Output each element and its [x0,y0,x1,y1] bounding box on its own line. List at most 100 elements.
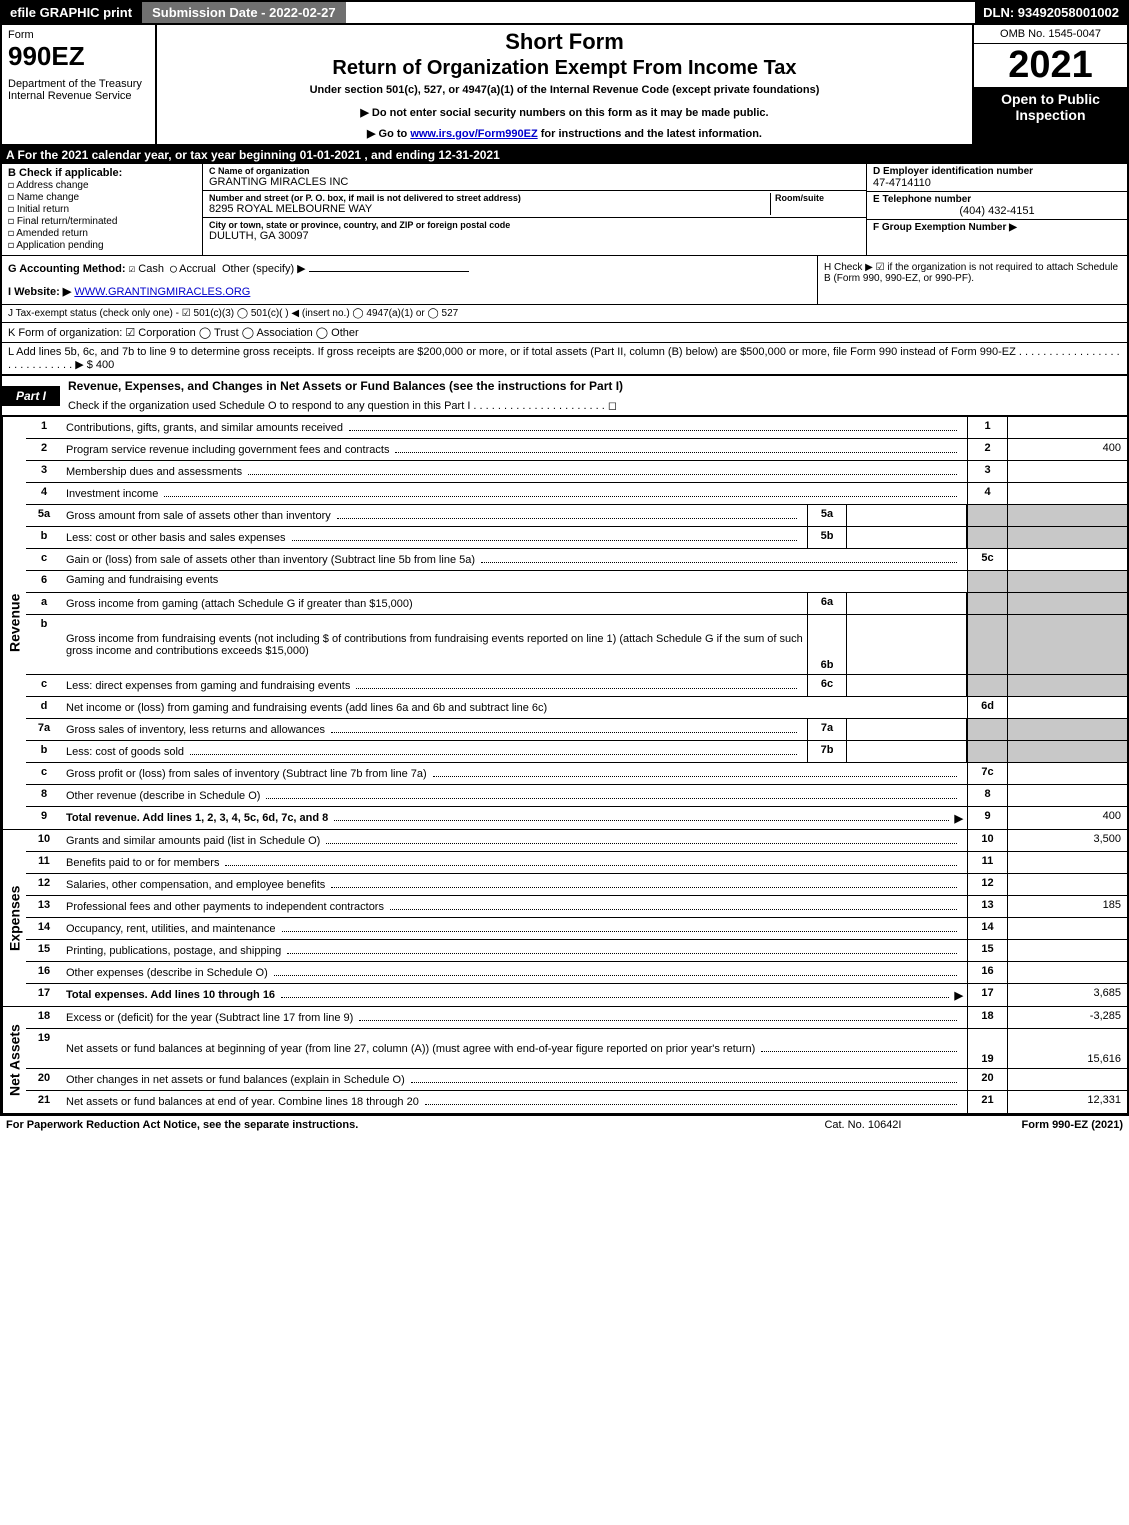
chk-amended-return[interactable]: ◻ Amended return [8,228,196,239]
line-6c: c Less: direct expenses from gaming and … [26,675,1127,697]
netassets-side-label: Net Assets [2,1007,26,1113]
box-b-head: B Check if applicable: [8,167,196,179]
line-6b: b Gross income from fundraising events (… [26,615,1127,675]
line-5a: 5a Gross amount from sale of assets othe… [26,505,1127,527]
form-title: Return of Organization Exempt From Incom… [165,57,964,80]
line-6d: d Net income or (loss) from gaming and f… [26,697,1127,719]
line-9: 9 Total revenue. Total revenue. Add line… [26,807,1127,829]
form-number: 990EZ [8,41,149,72]
line-19: 19 Net assets or fund balances at beginn… [26,1029,1127,1069]
line-k: K Form of organization: ☑ Corporation ◯ … [0,323,1129,343]
under-section: Under section 501(c), 527, or 4947(a)(1)… [165,84,964,96]
open-to-public: Open to Public Inspection [974,87,1127,144]
header-right: OMB No. 1545-0047 2021 Open to Public In… [972,25,1127,144]
line-l: L Add lines 5b, 6c, and 7b to line 9 to … [0,343,1129,375]
line-11: 11 Benefits paid to or for members 11 [26,852,1127,874]
irs-link[interactable]: www.irs.gov/Form990EZ [410,128,537,140]
ein-value: 47-4714110 [873,177,1121,189]
line-4: 4 Investment income 4 [26,483,1127,505]
line-8: 8 Other revenue (describe in Schedule O)… [26,785,1127,807]
submission-date: Submission Date - 2022-02-27 [140,2,346,23]
box-c: C Name of organization GRANTING MIRACLES… [202,164,867,255]
revenue-table: Revenue 1 Contributions, gifts, grants, … [0,417,1129,830]
footer-mid: Cat. No. 10642I [824,1119,901,1131]
group-exempt-label: F Group Exemption Number ▶ [873,222,1121,233]
line-16: 16 Other expenses (describe in Schedule … [26,962,1127,984]
expenses-table: Expenses 10 Grants and similar amounts p… [0,830,1129,1007]
footer-right: Form 990-EZ (2021) [1022,1119,1124,1131]
top-bar: efile GRAPHIC print Submission Date - 20… [0,0,1129,25]
box-b: B Check if applicable: ◻ Address change … [2,164,202,255]
line-5c: c Gain or (loss) from sale of assets oth… [26,549,1127,571]
arrow-icon: ▶ [955,812,963,825]
efile-label: efile GRAPHIC print [2,2,140,23]
city-value: DULUTH, GA 30097 [209,230,860,242]
website-link[interactable]: WWW.GRANTINGMIRACLES.ORG [74,286,250,298]
topbar-spacer [346,2,976,23]
part-i-check: Check if the organization used Schedule … [60,396,1127,415]
g-other: Other (specify) ▶ [222,263,306,275]
form-header: Form 990EZ Department of the Treasury In… [0,25,1129,146]
arrow-icon: ▶ [955,989,963,1002]
header-left: Form 990EZ Department of the Treasury In… [2,25,157,144]
line-a: A For the 2021 calendar year, or tax yea… [0,146,1129,164]
g-accrual-check[interactable]: ◯ [170,262,177,275]
ssn-note: ▶ Do not enter social security numbers o… [165,106,964,119]
line-21: 21 Net assets or fund balances at end of… [26,1091,1127,1113]
phone-value: (404) 432-4151 [873,205,1121,217]
chk-final-return[interactable]: ◻ Final return/terminated [8,216,196,227]
netassets-table: Net Assets 18 Excess or (deficit) for th… [0,1007,1129,1115]
line-17: 17 Total expenses. Add lines 10 through … [26,984,1127,1006]
dln-label: DLN: 93492058001002 [975,2,1127,23]
line-h: H Check ▶ ☑ if the organization is not r… [817,256,1127,304]
i-label: I Website: ▶ [8,286,71,298]
expenses-side-label: Expenses [2,830,26,1006]
line-12: 12 Salaries, other compensation, and emp… [26,874,1127,896]
line-7b: b Less: cost of goods sold 7b [26,741,1127,763]
city-label: City or town, state or province, country… [209,220,860,230]
phone-label: E Telephone number [873,194,1121,205]
part-i-tag: Part I [2,386,60,406]
line-6a: a Gross income from gaming (attach Sched… [26,593,1127,615]
line-g: G Accounting Method: ☑ Cash ◯ Accrual Ot… [2,256,817,304]
g-label: G Accounting Method: [8,263,126,275]
g-other-blank[interactable] [309,271,469,272]
g-cash: Cash [138,263,164,275]
line-5b: b Less: cost or other basis and sales ex… [26,527,1127,549]
chk-application-pending[interactable]: ◻ Application pending [8,240,196,251]
department: Department of the Treasury Internal Reve… [8,78,149,102]
chk-address-change[interactable]: ◻ Address change [8,180,196,191]
goto-line: ▶ Go to www.irs.gov/Form990EZ for instru… [165,127,964,140]
omb-number: OMB No. 1545-0047 [974,25,1127,44]
line-15: 15 Printing, publications, postage, and … [26,940,1127,962]
goto-pre: ▶ Go to [367,128,410,140]
ein-label: D Employer identification number [873,166,1121,177]
org-name-label: C Name of organization [209,166,860,176]
street-label: Number and street (or P. O. box, if mail… [209,193,770,203]
line-10: 10 Grants and similar amounts paid (list… [26,830,1127,852]
line-j: J Tax-exempt status (check only one) - ☑… [0,305,1129,323]
room-label: Room/suite [775,193,824,203]
chk-name-change[interactable]: ◻ Name change [8,192,196,203]
chk-initial-return[interactable]: ◻ Initial return [8,204,196,215]
g-cash-check[interactable]: ☑ [129,262,136,275]
g-accrual: Accrual [179,263,216,275]
line-7c: c Gross profit or (loss) from sales of i… [26,763,1127,785]
line-14: 14 Occupancy, rent, utilities, and maint… [26,918,1127,940]
tax-year: 2021 [974,44,1127,87]
box-def: D Employer identification number 47-4714… [867,164,1127,255]
part-i-header: Part I Revenue, Expenses, and Changes in… [0,375,1129,417]
line-7a: 7a Gross sales of inventory, less return… [26,719,1127,741]
form-word: Form [8,29,149,41]
line-2: 2 Program service revenue including gove… [26,439,1127,461]
line-13: 13 Professional fees and other payments … [26,896,1127,918]
footer-left: For Paperwork Reduction Act Notice, see … [6,1119,824,1131]
line-3: 3 Membership dues and assessments 3 [26,461,1127,483]
goto-post: for instructions and the latest informat… [538,128,762,140]
line-18: 18 Excess or (deficit) for the year (Sub… [26,1007,1127,1029]
header-mid: Short Form Return of Organization Exempt… [157,25,972,144]
page-footer: For Paperwork Reduction Act Notice, see … [0,1115,1129,1134]
gh-row: G Accounting Method: ☑ Cash ◯ Accrual Ot… [0,256,1129,305]
short-form-title: Short Form [165,29,964,55]
org-name: GRANTING MIRACLES INC [209,176,860,188]
